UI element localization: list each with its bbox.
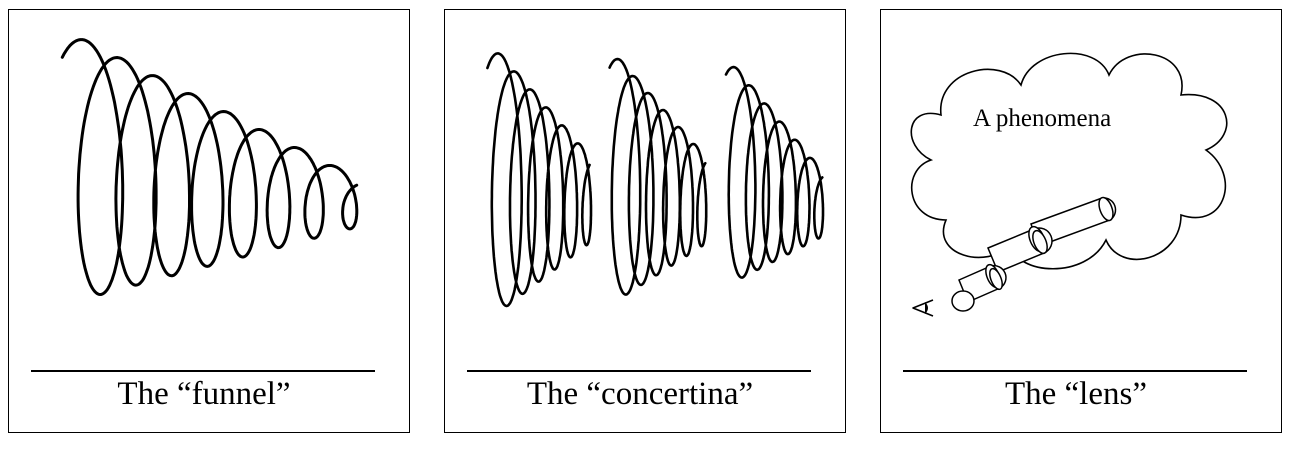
concertina-spiral-path [486,52,825,308]
funnel-panel: The “funnel” [8,9,410,433]
lens-panel: A phenomena The “lens” [880,9,1282,433]
funnel-spiral-path [60,38,359,296]
eye-icon [912,299,934,317]
concertina-panel: The “concertina” [444,9,846,433]
cloud-shape [910,52,1228,270]
lens-illustration [910,52,1228,317]
lens-caption: The “lens” [1004,376,1147,412]
caption-rule [903,370,1247,372]
lens-tube-icon [951,196,1117,312]
caption-rule [31,370,375,372]
funnel-caption: The “funnel” [117,376,291,412]
cloud-text: A phenomena [973,105,1112,132]
concertina-caption: The “concertina” [526,376,754,412]
funnel-spiral [60,38,359,296]
concertina-spiral [486,52,825,308]
caption-rule [467,370,811,372]
